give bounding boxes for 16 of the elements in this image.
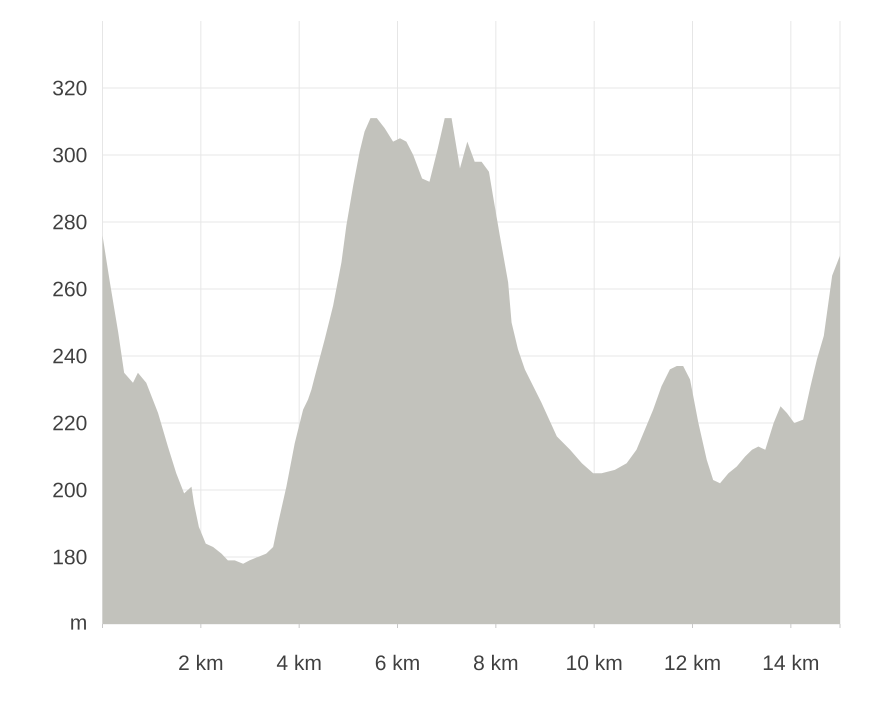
y-tick-label: 300	[53, 148, 86, 162]
x-tick-label: 4 km	[276, 654, 321, 670]
y-tick-label: 280	[53, 214, 86, 230]
y-tick-label: m	[71, 618, 86, 630]
y-tick-label: 240	[53, 348, 86, 364]
y-tick-label: 320	[53, 80, 86, 96]
x-tick-label: 14 km	[764, 654, 818, 670]
y-tick-label: 180	[54, 550, 86, 564]
y-tick-label: 200	[53, 482, 86, 498]
y-tick-label: 260	[53, 282, 86, 296]
y-tick-label: 220	[53, 416, 86, 430]
x-tick-label: 12 km	[666, 654, 720, 670]
x-tick-label: 2 km	[179, 654, 222, 670]
x-tick-label: 6 km	[376, 654, 419, 670]
x-tick-label: 8 km	[474, 654, 518, 670]
x-tick-label: 10 km	[567, 654, 622, 670]
